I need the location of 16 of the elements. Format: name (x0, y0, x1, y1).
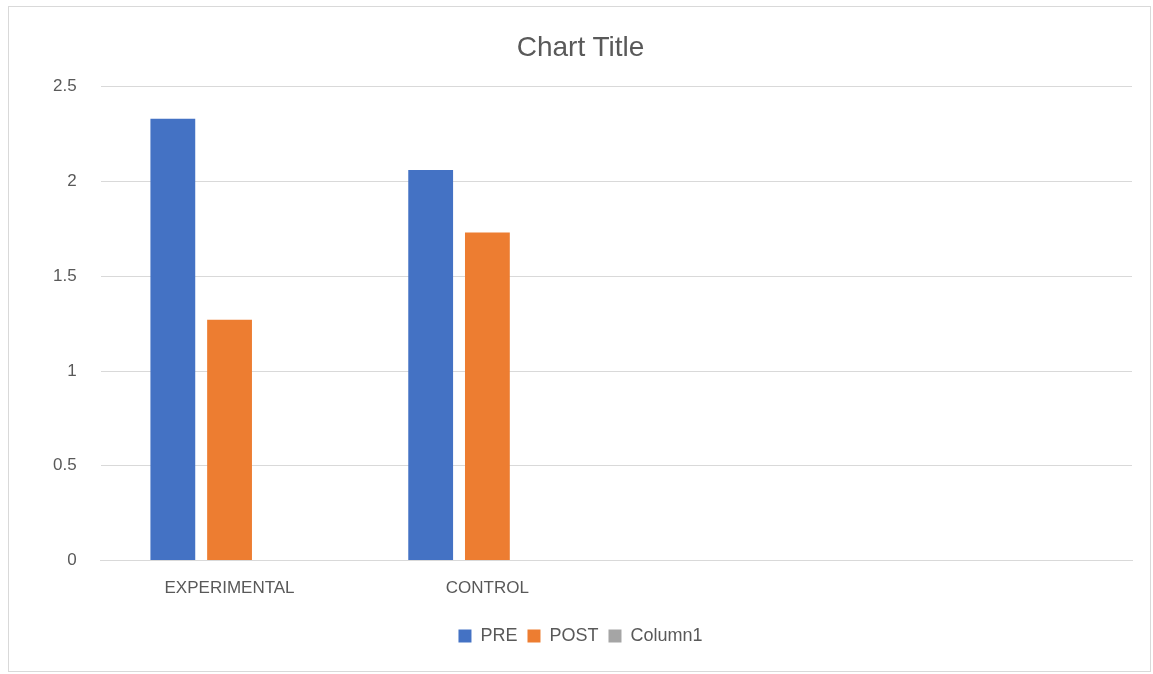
legend-label: PRE (480, 624, 518, 645)
y-tick-label: 0.5 (52, 455, 77, 475)
bar (150, 118, 196, 561)
y-tick-label: 1.5 (52, 265, 77, 285)
x-tick-label: EXPERIMENTAL (164, 578, 295, 598)
bar (207, 319, 252, 561)
y-tick-label: 2.5 (52, 76, 77, 96)
chart-title: Chart Title (516, 30, 645, 62)
y-tick-label: 2 (67, 171, 77, 191)
legend-label: POST (549, 624, 599, 645)
bar (408, 170, 454, 561)
legend-label: Column1 (630, 624, 703, 645)
y-tick-label: 1 (67, 360, 77, 380)
x-tick-label: CONTROL (445, 578, 529, 598)
y-tick-label: 0 (67, 550, 77, 570)
bar (464, 232, 510, 561)
